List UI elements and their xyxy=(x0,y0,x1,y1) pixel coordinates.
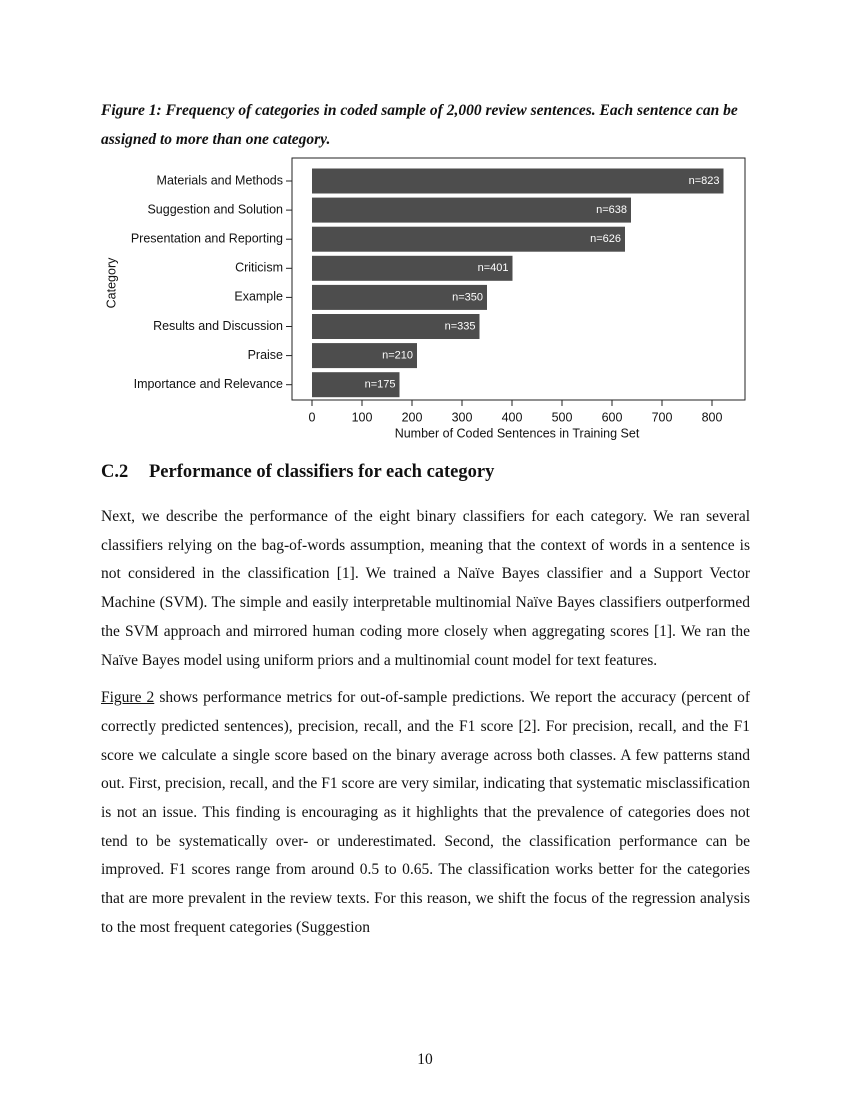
value-label: n=638 xyxy=(596,204,627,216)
value-label: n=626 xyxy=(590,233,621,245)
x-tick-label: 700 xyxy=(652,410,673,424)
y-tick-label: Results and Discussion xyxy=(153,319,283,333)
figure-link[interactable]: Figure 2 xyxy=(101,689,155,707)
paragraph-text: shows performance metrics for out-of-sam… xyxy=(101,689,751,936)
y-tick-label: Suggestion and Solution xyxy=(147,202,283,216)
y-tick-label: Praise xyxy=(248,348,283,362)
page-number: 10 xyxy=(417,1051,433,1068)
value-label: n=335 xyxy=(445,320,476,332)
y-tick-label: Presentation and Reporting xyxy=(131,231,283,245)
bar xyxy=(312,226,625,252)
body-text: Next, we describe the performance of the… xyxy=(101,503,750,952)
y-tick-label: Materials and Methods xyxy=(157,173,283,187)
x-tick-label: 500 xyxy=(552,410,573,424)
bar xyxy=(312,284,487,310)
bar xyxy=(312,372,400,398)
value-label: n=175 xyxy=(365,379,396,391)
paragraph: Figure 2 shows performance metrics for o… xyxy=(101,684,750,942)
y-tick-label: Importance and Relevance xyxy=(134,377,283,391)
value-label: n=350 xyxy=(452,291,483,303)
bar xyxy=(312,168,724,194)
chart: Number of Coded Sentences in Training Se… xyxy=(104,157,746,440)
paragraph: Next, we describe the performance of the… xyxy=(101,508,750,669)
x-tick-label: 200 xyxy=(402,410,423,424)
plot-frame xyxy=(291,157,746,401)
figure-caption: Figure 1: Frequency of categories in cod… xyxy=(101,102,738,148)
x-tick-label: 300 xyxy=(452,410,473,424)
bar xyxy=(312,197,631,223)
y-axis-label: Category xyxy=(104,257,118,308)
x-tick-label: 800 xyxy=(702,410,723,424)
value-label: n=823 xyxy=(689,175,720,187)
value-label: n=210 xyxy=(382,350,413,362)
x-tick-label: 0 xyxy=(309,410,316,424)
section-number: C.2 xyxy=(101,462,129,482)
section-heading: C.2 Performance of classifiers for each c… xyxy=(101,462,494,483)
x-tick-label: 400 xyxy=(502,410,523,424)
value-label: n=401 xyxy=(478,262,509,274)
x-axis-label: Number of Coded Sentences in Training Se… xyxy=(395,426,640,440)
bar xyxy=(312,343,417,369)
x-tick-label: 600 xyxy=(602,410,623,424)
y-tick-label: Example xyxy=(234,290,283,304)
x-tick-label: 100 xyxy=(352,410,373,424)
section-title: Performance of classifiers for each cate… xyxy=(149,462,495,482)
bar xyxy=(312,255,513,281)
y-tick-label: Criticism xyxy=(235,261,283,275)
bar xyxy=(312,314,480,339)
